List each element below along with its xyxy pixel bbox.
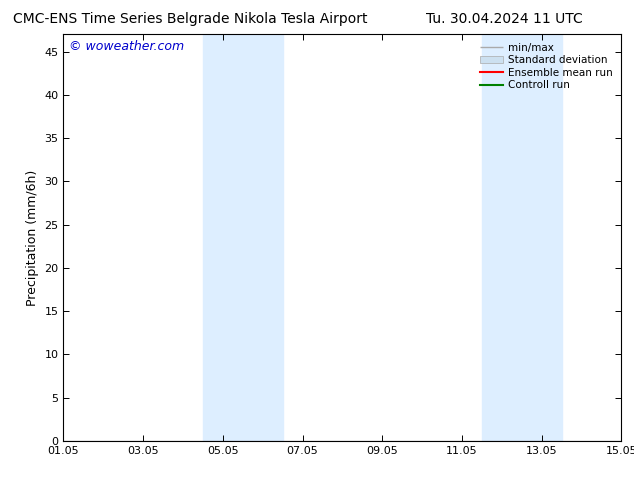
Bar <box>482 34 562 441</box>
Text: © woweather.com: © woweather.com <box>69 40 184 53</box>
Text: Tu. 30.04.2024 11 UTC: Tu. 30.04.2024 11 UTC <box>425 12 583 26</box>
Y-axis label: Precipitation (mm/6h): Precipitation (mm/6h) <box>26 170 39 306</box>
Bar <box>203 34 283 441</box>
Legend: min/max, Standard deviation, Ensemble mean run, Controll run: min/max, Standard deviation, Ensemble me… <box>477 40 616 94</box>
Text: CMC-ENS Time Series Belgrade Nikola Tesla Airport: CMC-ENS Time Series Belgrade Nikola Tesl… <box>13 12 368 26</box>
